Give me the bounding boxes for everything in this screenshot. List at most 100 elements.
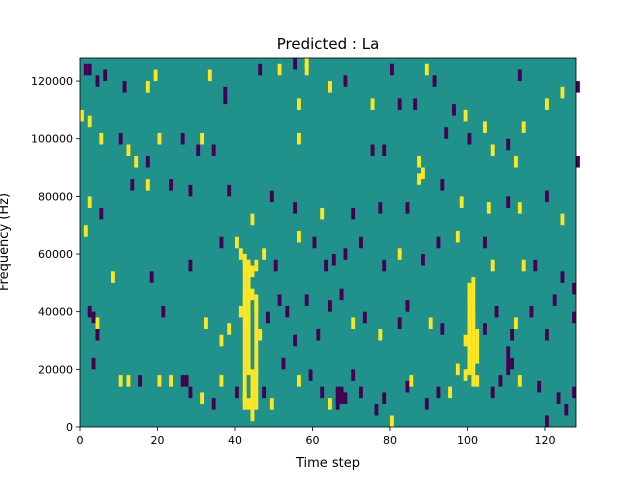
heatmap-cell [312, 236, 317, 249]
x-tick-label: 100 [457, 434, 478, 447]
heatmap-cell [95, 317, 100, 329]
heatmap-cell [521, 259, 526, 272]
heatmap-cell [560, 271, 565, 283]
heatmap-cell [335, 398, 340, 410]
heatmap-cell [324, 259, 329, 272]
heatmap-cell [242, 254, 247, 266]
heatmap-cell [351, 369, 356, 381]
heatmap-cell [219, 334, 224, 347]
heatmap-band [471, 277, 476, 387]
heatmap-cell [297, 98, 301, 110]
heatmap-cell [490, 386, 495, 399]
heatmap-cell [80, 109, 84, 122]
y-axis-label: Frequency (Hz) [0, 193, 12, 291]
heatmap-cell [204, 317, 208, 329]
heatmap-cell [490, 259, 495, 272]
y-tick-label: 40000 [38, 306, 73, 319]
heatmap-cell [145, 81, 150, 93]
heatmap-cell [297, 132, 301, 145]
y-tick-label: 120000 [31, 75, 73, 88]
heatmap-cell [343, 75, 348, 87]
heatmap-cell [378, 202, 383, 214]
heatmap-cell [490, 144, 495, 157]
heatmap-band [335, 386, 344, 404]
heatmap-cell [409, 375, 414, 387]
heatmap-cell [436, 236, 441, 249]
heatmap-cell [517, 375, 522, 387]
heatmap-cell [254, 300, 259, 312]
heatmap-cell [440, 179, 445, 191]
heatmap-cell [126, 144, 131, 157]
heatmap-cell [145, 179, 150, 191]
heatmap-cell [269, 398, 274, 410]
heatmap-cell [200, 392, 205, 404]
heatmap-cell [328, 398, 332, 410]
heatmap-cell [467, 294, 472, 306]
heatmap-cell [576, 156, 580, 168]
heatmap-cell [304, 58, 309, 70]
heatmap-band [467, 282, 472, 376]
heatmap-cell [122, 81, 127, 93]
heatmap-cell [242, 294, 247, 306]
heatmap-cell [188, 259, 193, 272]
heatmap-cell [424, 63, 429, 76]
heatmap-cell [87, 63, 92, 76]
heatmap-cell [339, 288, 344, 301]
heatmap-cell [95, 328, 100, 341]
heatmap-cell [246, 398, 251, 410]
heatmap-cell [405, 380, 410, 393]
heatmap-cell [471, 311, 476, 324]
heatmap-cell [281, 357, 286, 370]
heatmap-cell [134, 156, 139, 168]
heatmap-cell [533, 259, 538, 272]
heatmap-cell [254, 363, 259, 376]
heatmap-cell [99, 132, 104, 145]
heatmap-cell [297, 375, 301, 387]
heatmap-cell [560, 86, 565, 99]
heatmap-cell [455, 230, 460, 243]
heatmap-cells [80, 58, 580, 427]
heatmap-cell [483, 236, 487, 249]
heatmap-cell [359, 236, 363, 249]
heatmap-cell [308, 369, 313, 381]
heatmap-cell [227, 184, 232, 197]
heatmap-cell [359, 386, 363, 399]
heatmap-cell [397, 248, 402, 260]
heatmap-cell [390, 63, 394, 76]
heatmap-cell [545, 190, 549, 203]
heatmap-cell [572, 386, 577, 399]
heatmap-cell [440, 323, 445, 335]
x-tick-label: 0 [77, 434, 84, 447]
heatmap-cell [211, 398, 216, 410]
heatmap-cell [498, 375, 503, 387]
heatmap-cell [87, 115, 92, 128]
heatmap-cell [130, 179, 135, 191]
heatmap-cell [436, 386, 441, 399]
heatmap-cell [188, 184, 193, 197]
heatmap-cell [390, 415, 394, 427]
x-tick-label: 20 [151, 434, 165, 447]
heatmap-cell [99, 207, 104, 220]
chart-title: Predicted : La [277, 35, 380, 53]
heatmap-cell [417, 156, 422, 168]
x-tick-label: 60 [306, 434, 320, 447]
heatmap-cell [521, 121, 526, 133]
heatmap-cell [180, 375, 185, 387]
heatmap-cell [273, 259, 278, 272]
heatmap-plot [80, 58, 580, 427]
heatmap-cell [517, 69, 522, 82]
y-tick-label: 0 [66, 421, 73, 434]
heatmap-cell [83, 225, 88, 237]
heatmap-cell [320, 207, 325, 220]
heatmap-cell [293, 58, 298, 70]
heatmap-cell [227, 323, 232, 335]
heatmap-band [475, 328, 480, 364]
heatmap-cell [556, 392, 561, 404]
heatmap-cell [250, 213, 255, 226]
heatmap-cell [467, 132, 472, 145]
heatmap-band [254, 294, 259, 410]
heatmap-cell [285, 305, 290, 318]
heatmap-cell [413, 98, 418, 110]
heatmap-cell [95, 75, 100, 87]
